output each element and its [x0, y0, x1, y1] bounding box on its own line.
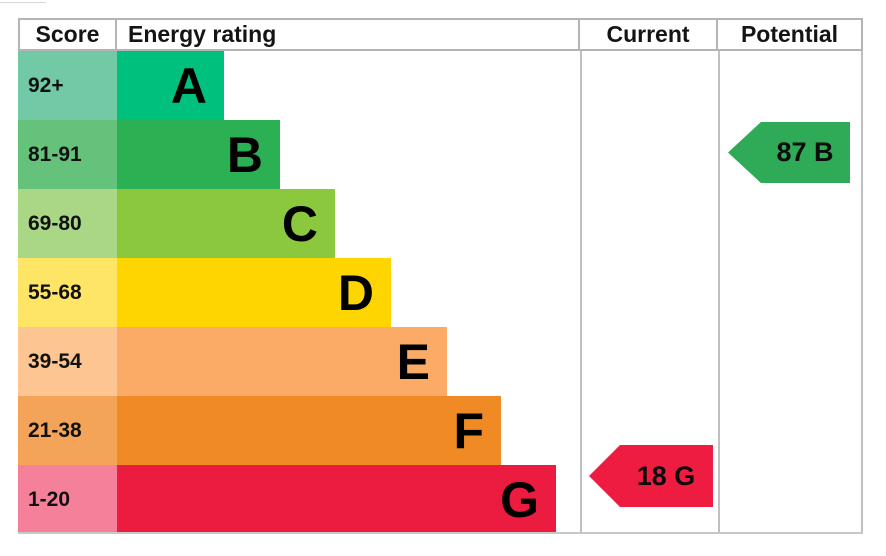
score-range-f: 21-38	[18, 396, 117, 465]
table-right-border	[861, 51, 863, 534]
score-range-d: 55-68	[18, 258, 117, 327]
score-range-b: 81-91	[18, 120, 117, 189]
score-range-a: 92+	[18, 51, 117, 120]
current-rating-arrow: 18 G	[589, 445, 713, 507]
rating-bar-d: D	[117, 258, 391, 327]
band-row-e: 39-54 E	[18, 327, 863, 396]
score-range-g: 1-20	[18, 465, 117, 534]
rating-letter-g: G	[500, 471, 539, 528]
rating-letter-f: F	[453, 402, 484, 459]
potential-rating-value: 87 B	[776, 137, 834, 167]
rating-letter-a: A	[170, 57, 207, 114]
potential-column-divider	[718, 51, 720, 534]
band-row-a: 92+ A	[18, 51, 863, 120]
epc-table: Score Energy rating Current Potential 92…	[18, 18, 863, 534]
header-current: Current	[580, 20, 718, 49]
rating-letter-b: B	[226, 126, 263, 183]
rating-letter-e: E	[396, 333, 430, 390]
header-score: Score	[18, 20, 117, 49]
table-header-row: Score Energy rating Current Potential	[18, 18, 863, 51]
rating-bar-e: E	[117, 327, 447, 396]
rating-letter-d: D	[337, 264, 374, 321]
band-row-f: 21-38 F	[18, 396, 863, 465]
band-row-g: 1-20 G	[18, 465, 863, 534]
band-row-c: 69-80 C	[18, 189, 863, 258]
rating-bar-g: G	[117, 465, 556, 534]
rating-bar-a: A	[117, 51, 224, 120]
rating-letter-c: C	[281, 195, 318, 252]
rating-bar-f: F	[117, 396, 501, 465]
current-column-divider	[580, 51, 582, 534]
current-rating-value: 18 G	[636, 460, 696, 491]
rating-bar-b: B	[117, 120, 280, 189]
rating-bar-c: C	[117, 189, 335, 258]
band-row-d: 55-68 D	[18, 258, 863, 327]
page-edge-divider	[0, 2, 46, 3]
band-row-b: 81-91 B	[18, 120, 863, 189]
score-range-e: 39-54	[18, 327, 117, 396]
band-rows: 92+ A 81-91 B 69-80 C 55-68	[18, 51, 863, 534]
table-bottom-border	[18, 532, 863, 534]
header-energy-rating: Energy rating	[117, 20, 580, 49]
score-range-c: 69-80	[18, 189, 117, 258]
header-potential: Potential	[718, 20, 863, 49]
